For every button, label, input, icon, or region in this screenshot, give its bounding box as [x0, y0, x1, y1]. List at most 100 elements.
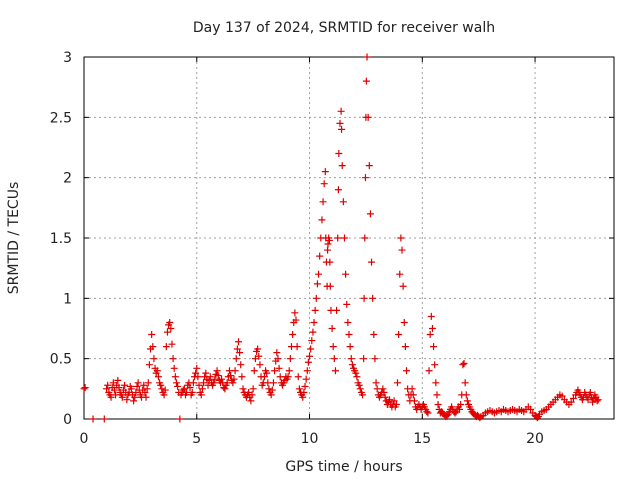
data-point	[423, 408, 431, 416]
data-point	[154, 373, 162, 381]
data-point	[361, 234, 369, 242]
data-point	[131, 393, 139, 401]
data-point	[593, 397, 601, 405]
data-point	[180, 385, 188, 393]
data-point	[428, 325, 436, 332]
data-point	[256, 361, 264, 369]
data-point	[150, 355, 158, 363]
data-point	[443, 411, 451, 419]
y-tick-label: 2	[63, 171, 72, 187]
data-point	[461, 379, 469, 387]
data-point	[334, 186, 342, 194]
data-point	[344, 318, 352, 326]
data-point	[286, 355, 294, 363]
data-point	[338, 125, 346, 133]
data-point	[230, 375, 238, 383]
data-point	[213, 367, 221, 375]
data-point	[192, 369, 200, 377]
data-point	[211, 375, 219, 383]
data-point	[197, 391, 205, 399]
data-point	[431, 361, 439, 369]
data-point	[133, 382, 141, 390]
data-point	[265, 385, 273, 393]
data-point	[254, 345, 262, 353]
y-tick-label: 0	[63, 412, 72, 428]
data-point	[170, 364, 178, 372]
x-tick-label: 0	[80, 431, 89, 447]
data-point	[142, 393, 150, 401]
data-point	[353, 373, 361, 381]
data-point	[130, 397, 138, 405]
data-point	[301, 382, 309, 390]
data-point	[401, 343, 409, 351]
data-point	[408, 385, 416, 393]
data-point	[198, 385, 206, 393]
data-point	[143, 385, 151, 393]
data-point	[255, 352, 263, 360]
data-point	[368, 258, 376, 266]
data-point	[370, 331, 378, 339]
data-point	[400, 318, 408, 326]
data-point	[399, 282, 407, 290]
data-point	[326, 258, 334, 266]
data-point	[331, 367, 339, 375]
data-point	[195, 381, 203, 389]
data-point	[247, 397, 255, 405]
data-point	[210, 379, 218, 387]
data-point	[463, 397, 471, 405]
data-point	[426, 331, 434, 339]
data-point	[295, 385, 303, 393]
data-point	[294, 373, 302, 381]
data-point	[379, 385, 387, 393]
x-tick-label: 20	[526, 431, 544, 447]
data-point	[194, 373, 202, 381]
data-point	[160, 391, 168, 399]
data-point	[250, 367, 258, 375]
data-point	[363, 53, 371, 61]
data-point	[569, 394, 577, 402]
data-point	[348, 361, 356, 369]
data-point	[337, 107, 345, 115]
data-point	[200, 379, 208, 387]
data-point	[232, 355, 240, 363]
data-point	[162, 343, 170, 351]
data-point	[324, 240, 332, 248]
data-point	[347, 355, 355, 363]
data-point	[123, 396, 131, 404]
data-point	[202, 369, 210, 377]
data-point	[328, 325, 336, 332]
data-point	[427, 312, 435, 320]
data-point	[299, 393, 307, 401]
data-point	[149, 343, 157, 351]
data-point	[558, 392, 566, 400]
data-point	[527, 405, 535, 413]
data-point	[432, 379, 440, 387]
data-point	[80, 385, 88, 393]
data-point	[381, 393, 389, 401]
data-point	[188, 388, 196, 396]
data-point	[166, 318, 174, 326]
data-point	[227, 372, 235, 380]
data-point	[319, 198, 327, 206]
data-point	[386, 396, 394, 404]
y-tick-label: 2.5	[50, 110, 72, 126]
data-point	[459, 361, 467, 369]
data-point	[345, 331, 353, 339]
data-point	[234, 338, 242, 346]
data-point	[329, 343, 337, 351]
data-point	[380, 388, 388, 396]
data-point	[238, 373, 246, 381]
data-point	[434, 401, 442, 409]
data-point	[315, 270, 323, 278]
y-tick-label: 1	[63, 291, 72, 307]
data-point	[316, 252, 324, 260]
data-point	[249, 385, 257, 393]
data-point	[148, 331, 156, 339]
data-point	[433, 391, 441, 399]
y-tick-label: 3	[63, 50, 72, 66]
data-point	[115, 384, 123, 392]
data-point	[263, 369, 271, 377]
data-point	[153, 367, 161, 375]
